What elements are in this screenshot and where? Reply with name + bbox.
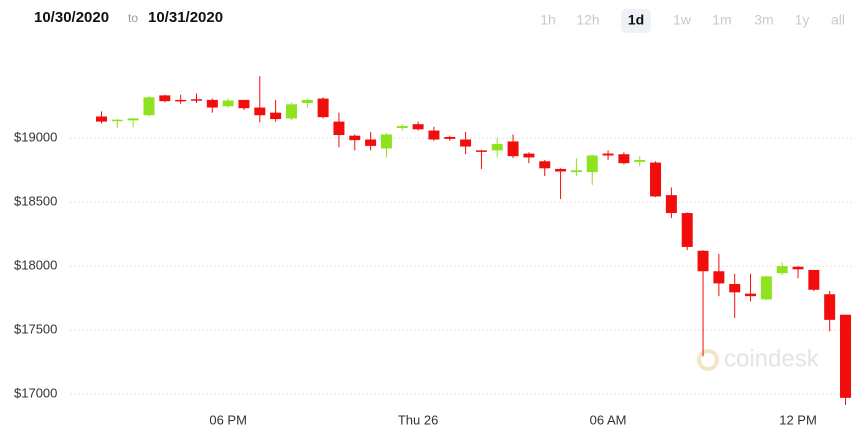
candle-body	[792, 266, 804, 270]
y-tick-label: $18500	[14, 194, 57, 209]
candle-body	[349, 135, 361, 141]
range-button[interactable]: 1h	[540, 12, 556, 28]
range-button[interactable]: 1w	[673, 12, 692, 28]
candle-body	[380, 134, 392, 149]
watermark: coindesk	[697, 345, 820, 372]
candle-body	[127, 118, 139, 121]
candle-body	[460, 139, 472, 147]
candle-body	[111, 119, 123, 122]
candle-body	[808, 269, 820, 290]
candle-body	[396, 126, 408, 129]
x-tick-label: 12 PM	[779, 412, 817, 427]
x-tick-label: 06 PM	[209, 412, 247, 427]
watermark-text: coindesk	[724, 345, 820, 372]
date-from: 10/30/2020	[34, 9, 109, 26]
candle-body	[602, 153, 614, 156]
candle-body	[555, 168, 567, 172]
watermark-logo	[697, 349, 719, 371]
candle-body	[428, 130, 440, 140]
candle-body	[412, 124, 424, 130]
y-tick-label: $19000	[14, 130, 57, 145]
x-tick-label: Thu 26	[398, 412, 438, 427]
candle-body	[681, 213, 693, 247]
range-button[interactable]: 3m	[754, 12, 773, 28]
candle-body	[539, 161, 551, 169]
candle-body	[776, 266, 788, 274]
candle-body	[840, 314, 852, 398]
candle-body	[301, 99, 313, 104]
candle-body	[824, 294, 836, 320]
candle-body	[333, 121, 345, 136]
date-to: 10/31/2020	[148, 9, 223, 26]
candle-body	[285, 104, 297, 119]
y-tick-label: $17000	[14, 385, 57, 400]
candle-body	[729, 284, 741, 293]
candle-body	[159, 95, 171, 102]
range-button[interactable]: 1d	[628, 12, 644, 28]
candle-body	[143, 97, 155, 116]
candle-body	[222, 100, 234, 107]
candle-body	[206, 99, 218, 108]
candle-body	[570, 170, 582, 173]
candle-body	[634, 159, 646, 162]
candle-body	[760, 276, 772, 300]
candle-body	[665, 195, 677, 214]
candle-body	[254, 107, 266, 116]
candle-body	[507, 141, 519, 157]
candle-body	[96, 116, 107, 122]
candle-body	[190, 99, 202, 101]
candle-body	[586, 155, 598, 173]
range-button[interactable]: 1m	[712, 12, 731, 28]
y-tick-label: $18000	[14, 258, 57, 273]
date-separator: to	[128, 11, 138, 25]
y-tick-label: $17500	[14, 322, 57, 337]
candle-body	[175, 99, 187, 102]
range-button-bg	[621, 9, 651, 33]
x-tick-label: 06 AM	[590, 412, 627, 427]
candle-body	[270, 112, 282, 120]
candle-body	[523, 153, 535, 158]
candle-body	[697, 250, 709, 272]
candle-body	[713, 271, 725, 284]
candle-body	[475, 150, 487, 152]
range-button[interactable]: all	[831, 12, 845, 28]
candle-body	[365, 139, 377, 146]
candle-body	[650, 162, 662, 197]
candle-body	[238, 99, 250, 109]
range-button[interactable]: 12h	[576, 12, 599, 28]
candle-body	[444, 136, 456, 139]
range-button[interactable]: 1y	[795, 12, 810, 28]
candle-body	[618, 154, 630, 164]
candle-body	[491, 143, 503, 151]
candle-body	[745, 293, 757, 297]
candle-body	[317, 98, 329, 118]
